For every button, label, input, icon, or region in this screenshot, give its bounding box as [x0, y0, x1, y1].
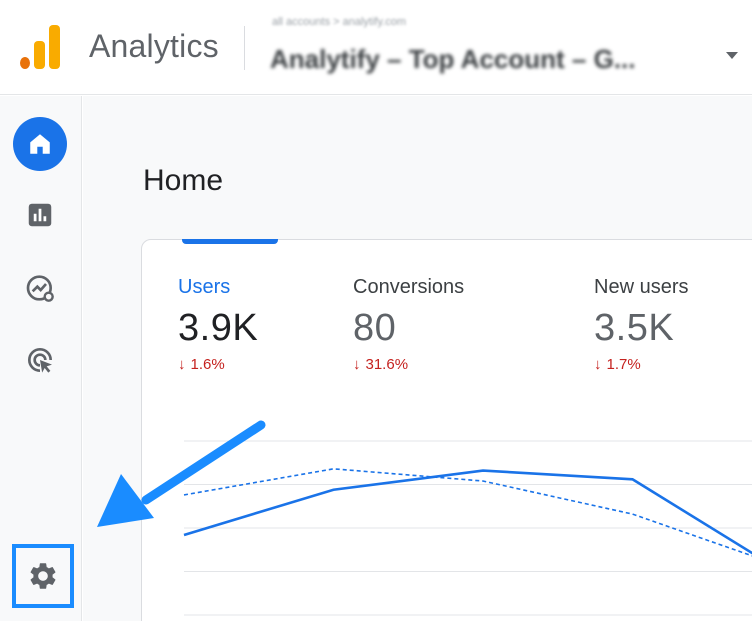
header-divider — [244, 26, 245, 70]
admin-settings-button[interactable] — [12, 544, 74, 608]
arrow-down-icon: ↓ — [594, 356, 602, 373]
nav-home-button[interactable] — [13, 117, 67, 171]
metric-delta-value: 1.6% — [190, 356, 225, 373]
gear-icon — [30, 563, 56, 589]
arrow-down-icon: ↓ — [178, 356, 186, 373]
account-breadcrumb[interactable]: all accounts > analytify.com — [272, 16, 406, 28]
metric-label: Conversions — [353, 276, 465, 298]
metric-delta-value: 1.7% — [606, 356, 641, 373]
app-title: Analytics — [89, 28, 219, 64]
metric-label: New users — [594, 276, 689, 298]
metric-label: Users — [178, 276, 231, 298]
bar-chart-icon — [28, 203, 52, 227]
explore-trend-icon — [26, 275, 54, 302]
metric-tab-users[interactable]: Users 3.9K ↓ 1.6% — [178, 276, 258, 373]
target-cursor-icon — [28, 348, 52, 373]
metric-value: 80 — [353, 307, 397, 349]
active-tab-indicator — [182, 239, 278, 244]
left-nav-rail — [0, 96, 82, 621]
caret-down-icon[interactable] — [726, 52, 738, 59]
nav-explore-button[interactable] — [13, 261, 67, 315]
property-selector[interactable]: Analytify – Top Account – G... — [270, 44, 636, 74]
home-icon — [30, 134, 50, 154]
trend-line-chart — [183, 440, 752, 616]
google-analytics-logo[interactable] — [20, 25, 60, 69]
metric-delta: ↓ 1.7% — [594, 356, 688, 373]
metric-value: 3.5K — [594, 307, 675, 349]
metric-delta: ↓ 31.6% — [353, 356, 464, 373]
nav-advertising-button[interactable] — [13, 333, 67, 387]
overview-card: Users 3.9K ↓ 1.6% Conversions 80 ↓ 31.6%… — [141, 239, 752, 621]
metric-delta-value: 31.6% — [365, 356, 409, 373]
series-line-current-period — [183, 469, 752, 555]
metric-value: 3.9K — [178, 307, 259, 349]
nav-reports-button[interactable] — [13, 188, 67, 242]
metric-tab-conversions[interactable]: Conversions 80 ↓ 31.6% — [353, 276, 464, 373]
page-title: Home — [143, 164, 224, 197]
arrow-down-icon: ↓ — [353, 356, 361, 373]
top-app-bar: Analytics all accounts > analytify.com A… — [0, 0, 752, 95]
metric-delta: ↓ 1.6% — [178, 356, 258, 373]
main-content: Home Users 3.9K ↓ 1.6% Conversions 80 ↓ … — [83, 96, 752, 621]
series-line-previous-period — [183, 468, 752, 557]
metric-tab-new-users[interactable]: New users 3.5K ↓ 1.7% — [594, 276, 688, 373]
